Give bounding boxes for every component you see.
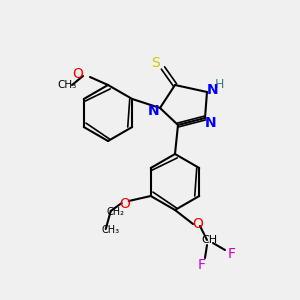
Text: N: N — [207, 83, 219, 97]
Text: N: N — [148, 104, 160, 118]
Text: F: F — [198, 258, 206, 272]
Text: O: O — [193, 217, 203, 231]
Text: F: F — [228, 247, 236, 261]
Text: O: O — [73, 67, 83, 81]
Text: N: N — [205, 116, 217, 130]
Text: H: H — [214, 77, 224, 91]
Text: CH₃: CH₃ — [102, 225, 120, 235]
Text: CH: CH — [201, 235, 217, 245]
Text: CH₃: CH₃ — [57, 80, 76, 90]
Text: CH₂: CH₂ — [107, 207, 125, 217]
Text: O: O — [119, 197, 130, 211]
Text: S: S — [151, 56, 159, 70]
